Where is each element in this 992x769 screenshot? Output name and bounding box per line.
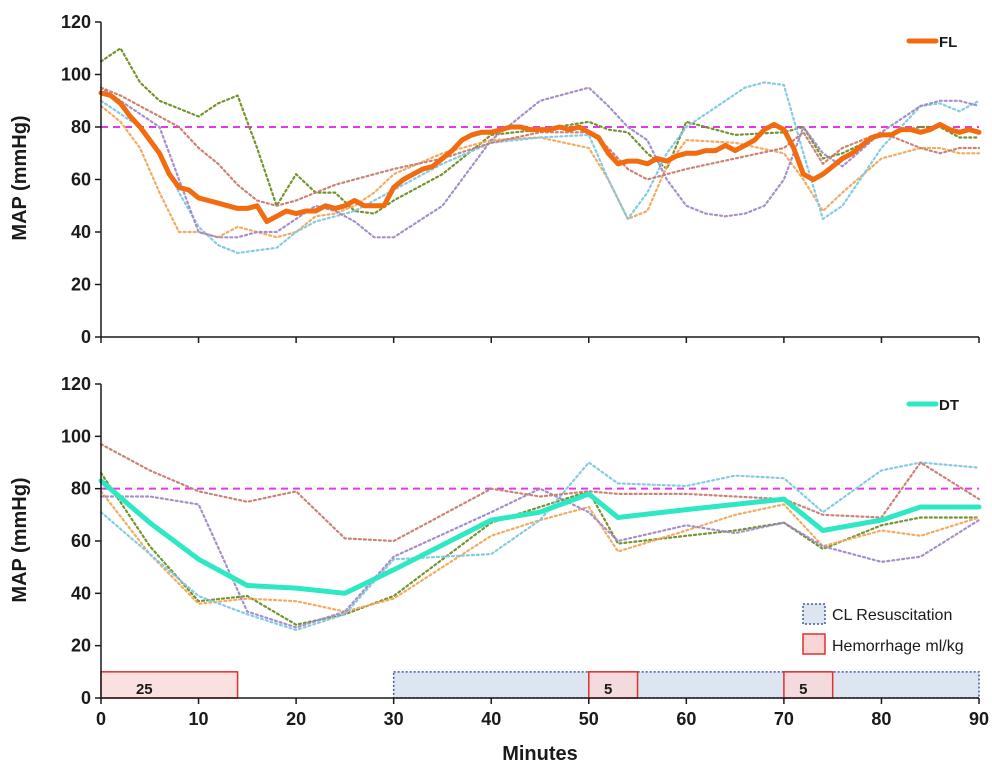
legend-label-hemorrhage: Hemorrhage ml/kg <box>832 638 964 655</box>
individual-series-line <box>99 81 981 255</box>
top-y-axis-label: MAP (mmHg) <box>9 115 31 240</box>
y-tick-label: 0 <box>81 688 91 708</box>
individual-series-line <box>99 490 981 613</box>
hemorrhage-volume-label: 5 <box>799 681 807 698</box>
x-tick-label: 40 <box>481 709 501 729</box>
individual-series-line <box>99 104 981 239</box>
x-axis-label: Minutes <box>502 743 578 765</box>
y-tick-label: 120 <box>61 374 91 394</box>
y-tick-label: 20 <box>71 275 91 295</box>
bottom-legend: DT <box>906 397 959 414</box>
top-legend: FL <box>906 34 957 51</box>
x-tick-label: 80 <box>871 709 891 729</box>
legend-label-cl-resuscitation: CL Resuscitation <box>832 607 952 624</box>
y-tick-label: 0 <box>81 327 91 347</box>
hemorrhage-interval <box>588 671 639 699</box>
y-tick-label: 20 <box>71 636 91 656</box>
interval-boxes: 25 5 5 <box>100 671 980 699</box>
individual-series-line <box>99 461 981 632</box>
individual-series-line <box>99 86 981 207</box>
y-tick-label: 80 <box>71 117 91 137</box>
hemorrhage-interval <box>100 671 239 699</box>
main-series-line-fl <box>98 90 982 224</box>
x-tick-label: 70 <box>774 709 794 729</box>
legend-label-fl: FL <box>939 34 957 51</box>
cl-resuscitation-interval <box>392 671 980 699</box>
y-tick-label: 120 <box>61 12 91 32</box>
x-tick-label: 90 <box>969 709 989 729</box>
x-tick-label: 20 <box>286 709 306 729</box>
hemorrhage-volume-label: 25 <box>136 681 153 698</box>
x-tick-label: 60 <box>676 709 696 729</box>
top-panel-fl: MAP (mmHg) 0 20 40 60 80 100 120 FL <box>9 12 982 347</box>
y-tick-label: 80 <box>71 479 91 499</box>
bottom-main-series <box>98 478 982 596</box>
individual-series-line <box>99 471 981 626</box>
hemorrhage-interval <box>783 671 834 699</box>
legend-swatch-cl-resuscitation <box>802 603 826 625</box>
legend-swatch-hemorrhage <box>802 633 826 655</box>
y-tick-label: 40 <box>71 583 91 603</box>
x-tick-label: 10 <box>189 709 209 729</box>
bottom-panel-dt: MAP (mmHg) 25 5 5 0 20 40 60 80 100 120 0 10 20 30 40… <box>9 374 989 765</box>
individual-series-line <box>99 443 981 543</box>
bottom-y-axis-label: MAP (mmHg) <box>9 477 31 602</box>
legend-label-dt: DT <box>939 397 959 414</box>
y-tick-label: 60 <box>71 531 91 551</box>
individual-series-line <box>99 86 981 239</box>
interval-legend: CL Resuscitation Hemorrhage ml/kg <box>802 603 964 655</box>
bottom-individual-series <box>99 443 981 632</box>
y-tick-label: 100 <box>61 65 91 85</box>
top-main-series <box>98 90 982 224</box>
x-tick-label: 50 <box>579 709 599 729</box>
y-tick-label: 40 <box>71 222 91 242</box>
y-tick-label: 60 <box>71 170 91 190</box>
y-tick-label: 100 <box>61 426 91 446</box>
x-tick-label: 30 <box>384 709 404 729</box>
x-tick-label: 0 <box>96 709 106 729</box>
hemorrhage-volume-label: 5 <box>604 681 612 698</box>
main-series-line-dt <box>98 478 982 596</box>
top-individual-series <box>99 47 981 255</box>
